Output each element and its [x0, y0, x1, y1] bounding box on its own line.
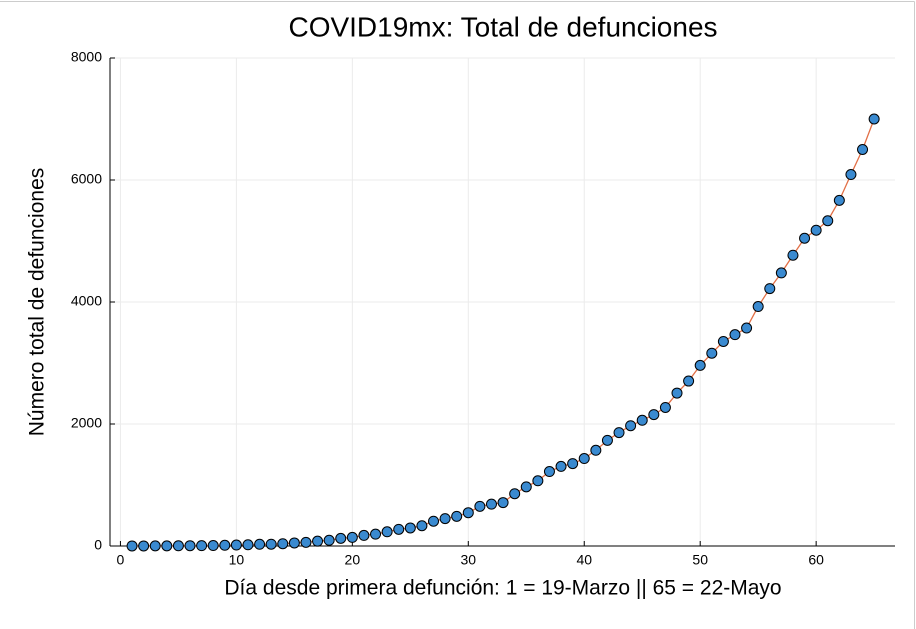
- y-tick-label: 2000: [71, 415, 102, 431]
- data-point: [833, 194, 845, 206]
- data-point: [706, 347, 718, 359]
- data-point: [370, 528, 382, 540]
- data-point: [381, 526, 393, 538]
- data-point: [810, 224, 822, 236]
- data-point: [474, 500, 486, 512]
- data-point: [845, 169, 857, 181]
- data-point: [161, 540, 173, 552]
- data-point: [404, 522, 416, 534]
- x-tick-label: 60: [808, 552, 824, 568]
- data-point: [601, 434, 613, 446]
- chart-title: COVID19mx: Total de defunciones: [288, 11, 717, 42]
- data-point: [126, 540, 138, 552]
- x-tick-label: 20: [345, 552, 361, 568]
- data-point: [868, 113, 880, 125]
- data-point: [717, 335, 729, 347]
- data-point: [555, 460, 567, 472]
- x-tick-label: 40: [576, 552, 592, 568]
- data-point: [752, 301, 764, 313]
- data-point: [520, 481, 532, 493]
- data-point: [509, 488, 521, 500]
- data-point: [741, 322, 753, 334]
- data-point: [636, 414, 648, 426]
- data-point: [196, 540, 208, 552]
- y-axis-label: Número total de defunciones: [26, 168, 49, 437]
- data-point: [671, 387, 683, 399]
- x-axis-label: Día desde primera defunción: 1 = 19-Marz…: [224, 577, 781, 600]
- data-point: [230, 539, 242, 551]
- data-point: [822, 215, 834, 227]
- data-point: [532, 475, 544, 487]
- data-point: [590, 444, 602, 456]
- data-point: [462, 507, 474, 519]
- y-tick-label: 6000: [71, 171, 102, 187]
- y-tick-label: 0: [94, 537, 102, 553]
- data-point: [439, 513, 451, 525]
- data-point: [323, 534, 335, 546]
- data-point: [567, 458, 579, 470]
- data-point: [138, 540, 150, 552]
- x-tick-label: 10: [229, 552, 245, 568]
- data-point: [265, 538, 277, 550]
- data-point: [335, 532, 347, 544]
- data-point: [300, 536, 312, 548]
- data-point: [184, 540, 196, 552]
- data-point: [346, 531, 358, 543]
- data-point: [775, 267, 787, 279]
- series-line: [132, 118, 875, 547]
- data-point: [729, 329, 741, 341]
- data-point: [451, 510, 463, 522]
- data-point: [219, 539, 231, 551]
- data-point: [659, 401, 671, 413]
- data-point: [149, 540, 161, 552]
- y-tick-label: 8000: [71, 49, 102, 65]
- data-point: [694, 359, 706, 371]
- data-point: [207, 540, 219, 552]
- data-point: [764, 283, 776, 295]
- data-point: [543, 466, 555, 478]
- x-tick-label: 0: [117, 552, 125, 568]
- data-point: [485, 498, 497, 510]
- x-tick-label: 50: [692, 552, 708, 568]
- data-point: [578, 453, 590, 465]
- data-point: [288, 537, 300, 549]
- data-point: [242, 539, 254, 551]
- data-point: [497, 497, 509, 509]
- data-point: [648, 409, 660, 421]
- y-tick-label: 4000: [71, 293, 102, 309]
- data-point: [625, 420, 637, 432]
- data-point: [254, 538, 266, 550]
- data-point: [172, 540, 184, 552]
- data-point: [416, 520, 428, 532]
- data-point: [393, 523, 405, 535]
- x-tick-label: 30: [461, 552, 477, 568]
- data-point: [358, 529, 370, 541]
- data-point: [787, 249, 799, 261]
- data-point: [428, 515, 440, 527]
- data-point: [857, 144, 869, 155]
- data-point: [277, 538, 289, 550]
- data-point: [613, 427, 625, 439]
- data-point: [683, 375, 695, 387]
- data-point: [799, 232, 811, 244]
- data-point: [312, 535, 324, 547]
